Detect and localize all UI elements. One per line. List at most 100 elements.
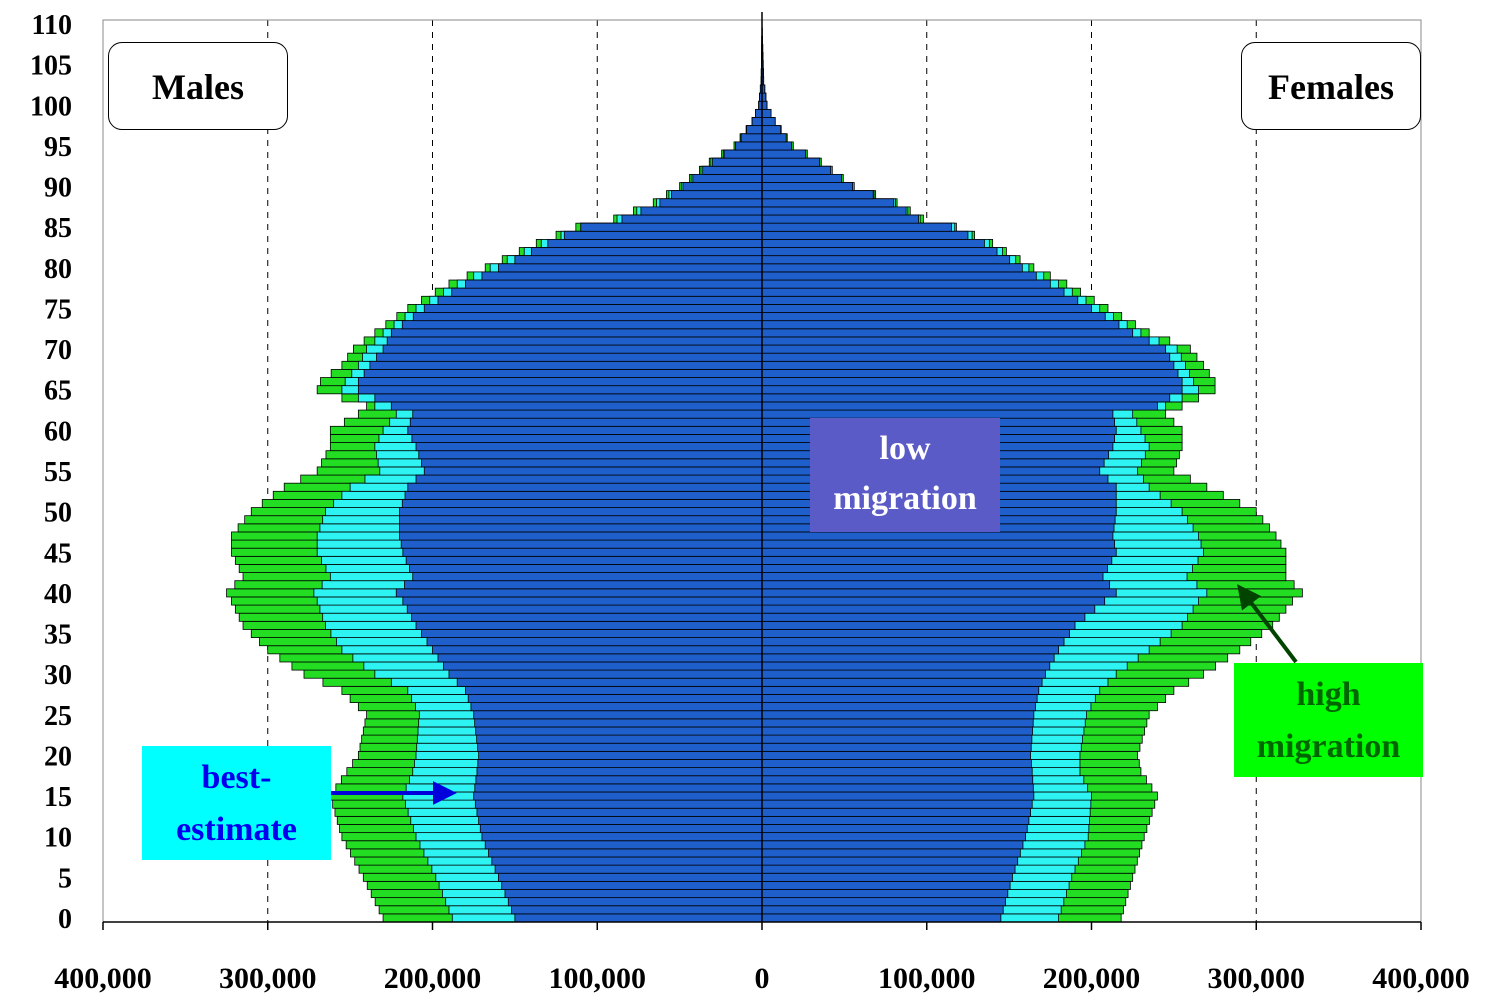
bar-male-low-migration-age-81 [514, 255, 763, 265]
bar-female-low-migration-age-44 [761, 555, 1113, 565]
bar-female-low-migration-age-32 [761, 653, 1055, 663]
bar-male-low-migration-age-33 [432, 645, 763, 655]
y-tick-label: 25 [44, 701, 72, 732]
bar-male-low-migration-age-63 [390, 401, 763, 411]
best-estimate-line2: estimate [176, 811, 297, 848]
bar-male-low-migration-age-51 [401, 499, 763, 508]
bar-male-low-migration-age-85 [580, 222, 763, 232]
bar-male-low-migration-age-3 [504, 889, 763, 899]
high-migration-line1: high [1296, 676, 1361, 713]
bar-female-low-migration-age-82 [761, 247, 998, 257]
x-tick-label: 100,000 [878, 962, 976, 995]
bar-male-low-migration-age-92 [702, 165, 763, 175]
best-estimate-label: best- estimate [142, 746, 331, 860]
bar-male-low-migration-age-50 [399, 507, 763, 517]
bar-male-low-migration-age-22 [476, 734, 763, 744]
bar-female-low-migration-age-13 [761, 807, 1031, 817]
bar-female-low-migration-age-74 [761, 312, 1106, 322]
bar-female-low-migration-age-72 [761, 328, 1134, 338]
bar-male-low-migration-age-94 [723, 149, 763, 159]
bar-male-low-migration-age-52 [404, 490, 763, 500]
bar-female-low-migration-age-35 [761, 629, 1070, 638]
bars-group [226, 27, 1303, 923]
bar-female-low-migration-age-99 [761, 108, 772, 118]
bar-male-low-migration-age-28 [465, 685, 763, 695]
bar-male-low-migration-age-10 [481, 832, 763, 842]
y-tick-label: 15 [44, 782, 72, 813]
bar-male-low-migration-age-72 [390, 328, 763, 338]
bar-male-low-migration-age-49 [399, 515, 763, 525]
bar-male-low-migration-age-48 [399, 523, 763, 533]
bar-female-low-migration-age-27 [761, 694, 1038, 703]
bar-female-low-migration-age-98 [761, 117, 776, 127]
bar-female-low-migration-age-65 [761, 385, 1183, 395]
low-migration-line1: low [879, 430, 931, 467]
bar-male-low-migration-age-19 [477, 759, 763, 769]
y-tick-label: 10 [44, 823, 72, 854]
bar-female-low-migration-age-94 [761, 149, 807, 159]
bar-female-low-migration-age-63 [761, 401, 1158, 411]
bar-female-low-migration-age-47 [761, 531, 1114, 541]
bar-female-low-migration-age-7 [761, 856, 1019, 866]
bar-male-low-migration-age-9 [484, 840, 763, 850]
annotation-arrows [327, 584, 1298, 805]
bar-male-low-migration-age-4 [501, 880, 763, 890]
bar-male-low-migration-age-20 [478, 750, 763, 760]
bar-female-low-migration-age-40 [761, 588, 1117, 598]
y-tick-label: 40 [44, 579, 72, 610]
bar-female-low-migration-age-95 [761, 141, 793, 151]
males-label: Males [108, 42, 288, 130]
bar-male-low-migration-age-2 [507, 897, 763, 907]
bar-female-low-migration-age-83 [761, 239, 985, 248]
y-tick-label: 60 [44, 416, 72, 447]
bar-male-low-migration-age-90 [682, 182, 763, 192]
bar-female-low-migration-age-30 [761, 669, 1046, 679]
bar-male-low-migration-age-25 [473, 710, 763, 720]
bar-male-low-migration-age-26 [470, 702, 763, 712]
bar-male-low-migration-age-1 [511, 905, 763, 915]
bar-female-low-migration-age-37 [761, 612, 1086, 622]
bar-male-low-migration-age-73 [401, 320, 763, 330]
bar-female-low-migration-age-18 [761, 767, 1033, 777]
bar-male-low-migration-age-66 [357, 377, 763, 387]
bar-male-low-migration-age-89 [670, 190, 763, 200]
bar-male-low-migration-age-31 [443, 661, 763, 671]
bar-male-low-migration-age-18 [476, 767, 763, 777]
bar-female-low-migration-age-77 [761, 287, 1065, 297]
bar-male-low-migration-age-87 [640, 206, 763, 216]
bar-male-low-migration-age-24 [474, 718, 763, 728]
bar-female-low-migration-age-17 [761, 775, 1034, 785]
bar-male-low-migration-age-12 [478, 815, 763, 825]
bar-male-low-migration-age-76 [437, 295, 763, 305]
bar-female-low-migration-age-28 [761, 685, 1040, 695]
bar-female-low-migration-age-26 [761, 702, 1036, 712]
bar-male-low-migration-age-54 [415, 474, 763, 484]
bar-male-low-migration-age-30 [448, 669, 763, 679]
bar-male-low-migration-age-16 [474, 783, 763, 793]
bar-female-low-migration-age-66 [761, 377, 1183, 387]
bar-female-low-migration-age-96 [761, 133, 787, 143]
y-tick-label: 80 [44, 254, 72, 285]
females-text: Females [1268, 67, 1394, 107]
bar-male-low-migration-age-75 [423, 304, 763, 313]
bar-male-low-migration-age-15 [473, 791, 763, 801]
bar-female-low-migration-age-4 [761, 880, 1011, 890]
bar-male-low-migration-age-13 [476, 807, 763, 817]
x-tick-label: 0 [755, 962, 770, 995]
bar-female-low-migration-age-33 [761, 645, 1059, 655]
bar-male-low-migration-age-64 [374, 393, 763, 403]
bar-female-low-migration-age-93 [761, 157, 821, 167]
bar-male-low-migration-age-56 [421, 458, 763, 468]
bar-female-low-migration-age-29 [761, 677, 1043, 687]
bar-female-low-migration-age-85 [761, 222, 952, 232]
bar-female-low-migration-age-0 [761, 913, 1002, 923]
bar-male-low-migration-age-43 [409, 564, 763, 573]
bar-male-low-migration-age-53 [407, 482, 763, 492]
x-axis-tick-labels: 400,000 300,000 200,000 100,000 0 100,000 200,… [54, 962, 1470, 995]
y-tick-label: 20 [44, 741, 72, 772]
bar-female-low-migration-age-31 [761, 661, 1051, 671]
bar-male-low-migration-age-70 [382, 344, 763, 354]
bar-female-low-migration-age-14 [761, 799, 1033, 809]
bar-female-low-migration-age-24 [761, 718, 1034, 728]
